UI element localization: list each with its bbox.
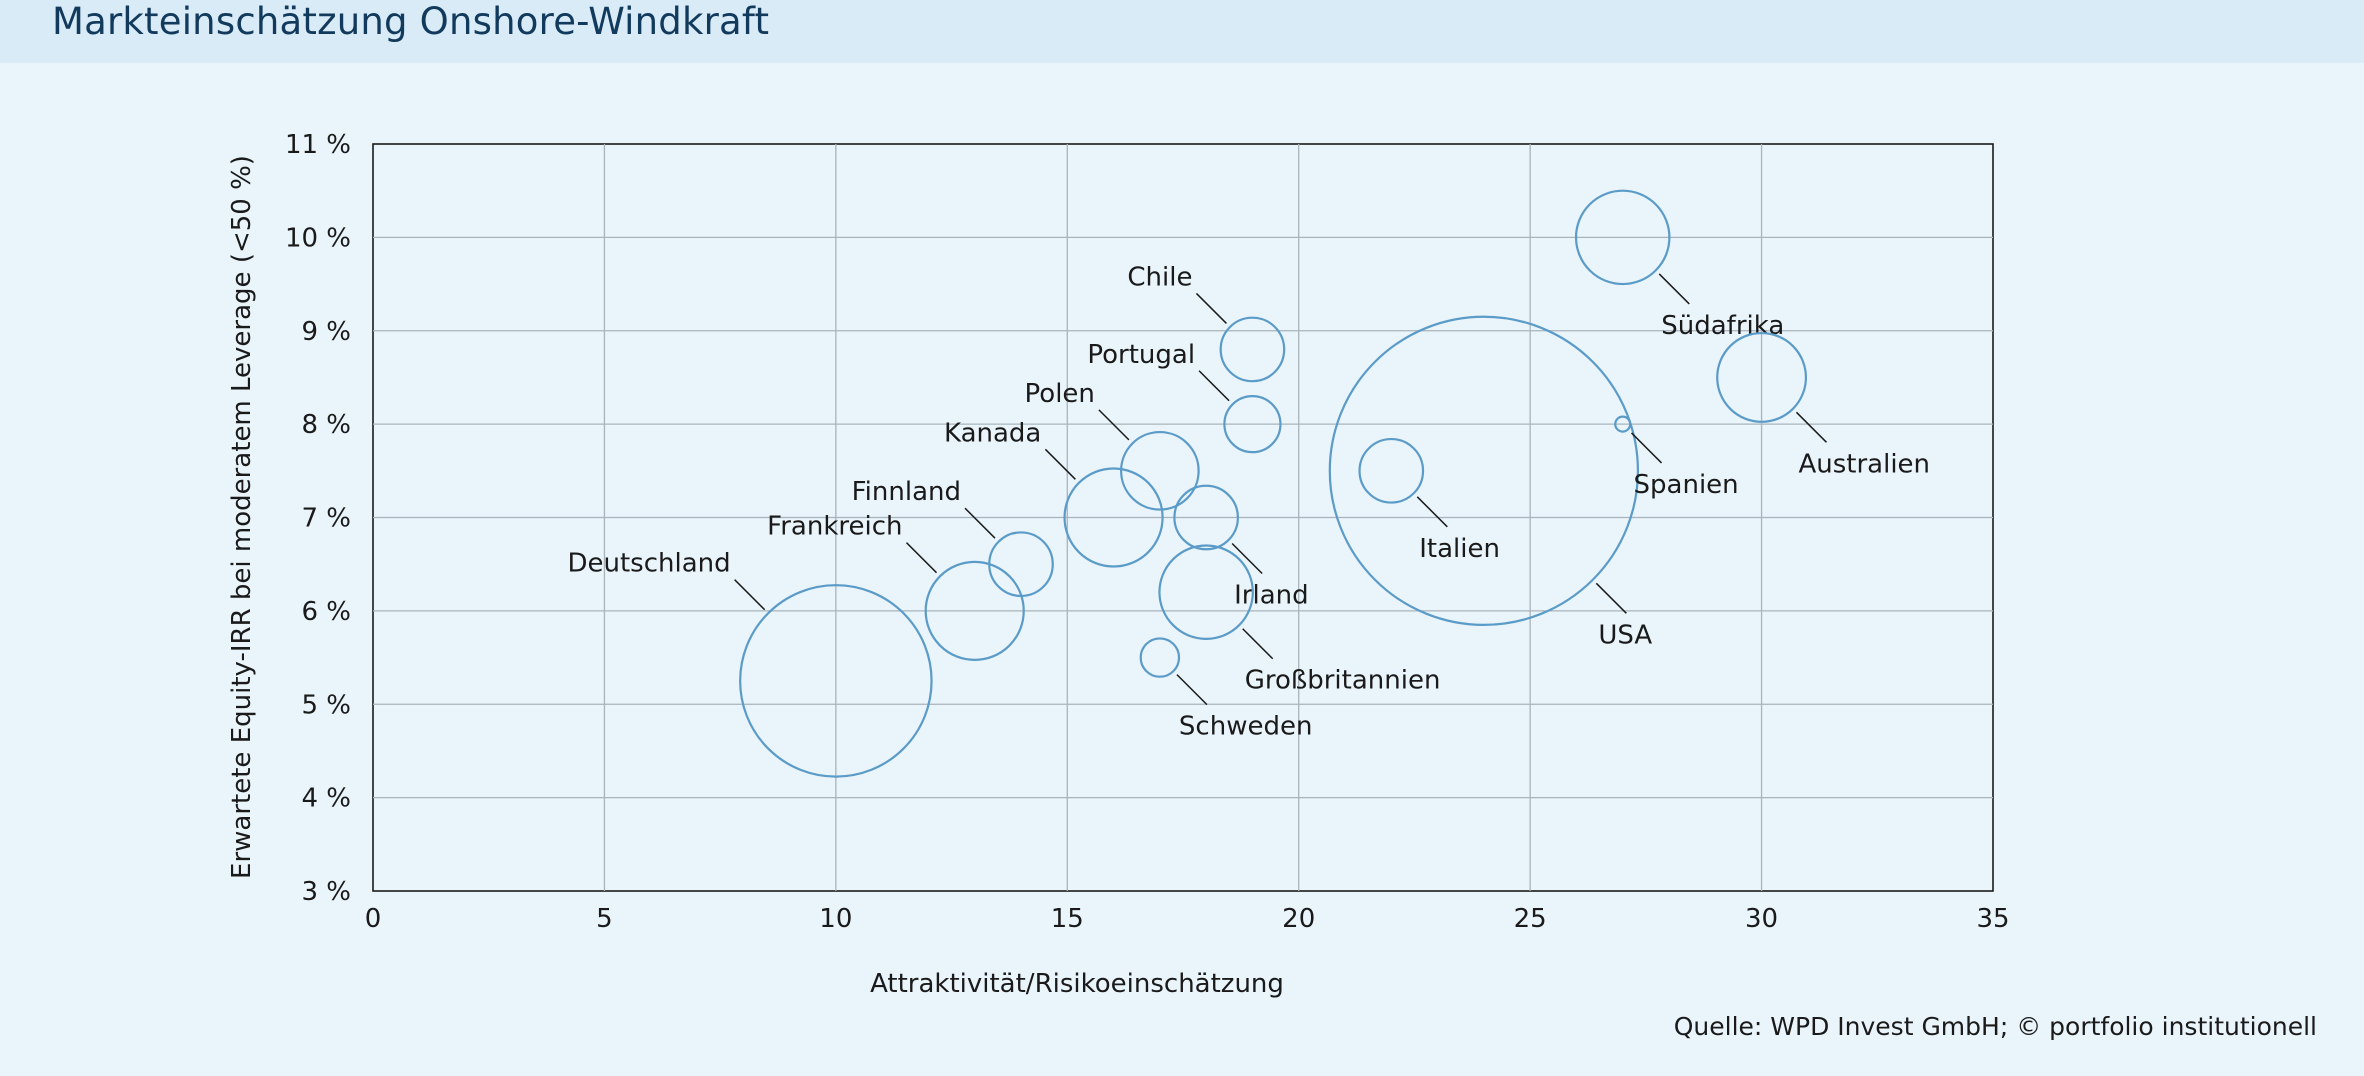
x-tick-label: 15 [1051,904,1084,934]
bubble-irland [1173,484,1239,551]
y-tick-label: 8 % [301,410,351,440]
y-tick-label: 4 % [301,784,351,814]
bubble-label-kanada: Kanada [944,418,1041,448]
bubble-label-irland: Irland [1234,580,1309,610]
y-tick-label: 6 % [301,597,351,627]
grid-lines [373,144,1993,891]
bubbles: Deutschland Frankreich Finnland Kanada Polen… [567,189,1930,778]
x-tick-label: 0 [365,904,382,934]
leader-line-kanada [1044,448,1076,480]
y-tick-label: 10 % [285,223,351,253]
bubble-label-australien: Australien [1798,449,1930,479]
bubble-usa [1328,315,1640,626]
bubble-label-großbritannien: Großbritannien [1245,666,1441,696]
bubble-polen [1120,430,1200,511]
y-tick-label: 11 % [285,130,351,160]
bubble-label-italien: Italien [1419,534,1500,564]
bubble-label-schweden: Schweden [1179,712,1313,742]
x-tick-label: 30 [1745,904,1778,934]
leader-line-finnland [964,507,996,539]
bubble-chile [1219,316,1286,383]
bubble-kanada [1063,467,1164,568]
bubble-label-frankreich: Frankreich [767,512,902,542]
leader-line-chile [1195,292,1227,324]
bubble-label-polen: Polen [1025,379,1095,409]
leader-line-usa [1595,582,1627,614]
bubble-finnland [988,531,1054,598]
bubble-deutschland [739,584,933,778]
y-axis-label: Erwartete Equity-IRR bei moderatem Lever… [227,155,257,879]
x-tick-label: 25 [1514,904,1547,934]
x-tick-label: 10 [819,904,852,934]
source-note: Quelle: WPD Invest GmbH; © portfolio ins… [1673,1012,2317,1041]
bubble-portugal [1223,395,1282,454]
axis-ticks: 0 5 10 15 20 25 30 35 3 % 4 % 5 % 6 % 7 % 8 % 9 % 10 % 1… [285,130,2010,934]
bubble-label-chile: Chile [1127,262,1192,292]
leader-line-portugal [1198,370,1230,402]
x-tick-label: 5 [596,904,613,934]
leader-line-schweden [1176,674,1208,706]
bubble-label-deutschland: Deutschland [567,549,730,579]
bubble-schweden [1139,637,1181,678]
y-tick-label: 3 % [301,877,351,907]
y-tick-label: 7 % [301,504,351,534]
x-tick-label: 20 [1282,904,1315,934]
header-band [0,0,2364,63]
x-axis-label: Attraktivität/Risikoeinschätzung [870,969,1284,999]
y-tick-label: 9 % [301,317,351,347]
bubble-australien [1716,331,1808,423]
leader-line-deutschland [734,579,766,611]
leader-line-irland [1231,542,1263,575]
bubble-label-finnland: Finnland [852,477,961,507]
bubble-südafrika [1574,189,1671,286]
leader-line-großbritannien [1242,628,1274,660]
page-title: Markteinschätzung Onshore-Windkraft [52,0,770,43]
bubble-großbritannien [1158,544,1254,640]
bubble-label-südafrika: Südafrika [1661,311,1784,341]
bubble-italien [1358,437,1425,504]
bubble-label-portugal: Portugal [1087,340,1195,370]
y-tick-label: 5 % [301,690,351,720]
leader-line-frankreich [905,542,938,574]
x-tick-label: 35 [1976,904,2009,934]
bubble-label-spanien: Spanien [1634,470,1739,500]
leader-line-italien [1416,496,1448,528]
leader-line-spanien [1631,432,1663,464]
bubble-spanien [1614,415,1632,433]
leader-line-australien [1795,411,1827,443]
leader-line-polen [1098,409,1130,441]
bubble-frankreich [924,560,1025,661]
leader-line-südafrika [1658,273,1690,305]
bubble-label-usa: USA [1598,620,1652,650]
